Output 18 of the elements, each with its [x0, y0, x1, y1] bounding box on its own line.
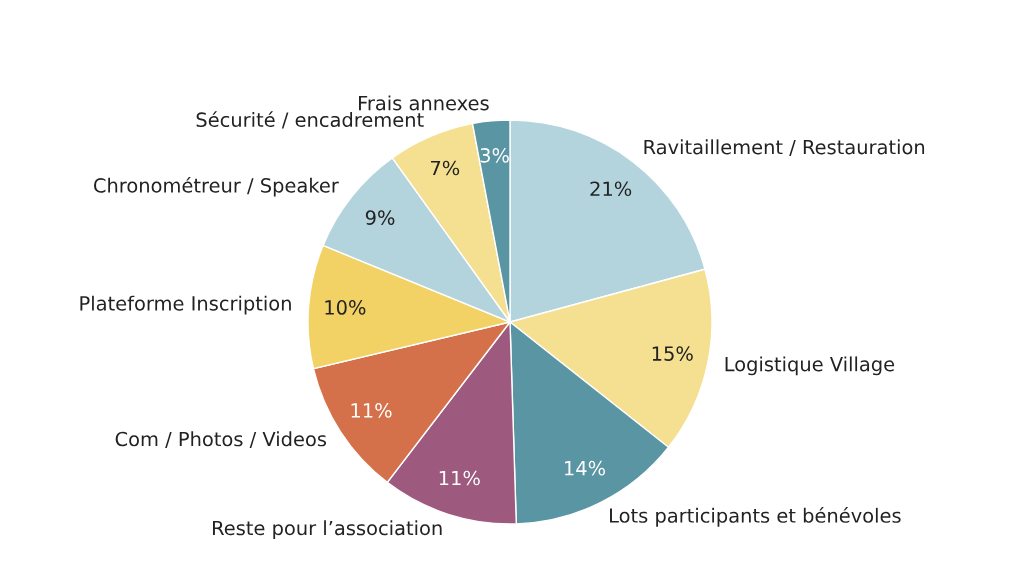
data-label: 3% [480, 148, 509, 163]
slice-label: Ravitaillement / Restauration [644, 139, 925, 156]
slice-label: Frais annexes [359, 95, 489, 111]
slice-label: Lots participants et bénévoles [610, 507, 901, 527]
data-label: 14% [565, 460, 606, 476]
slice-label: Chronométreur / Speaker [93, 176, 339, 197]
data-label: 21% [590, 181, 632, 197]
data-label: 7% [431, 160, 460, 176]
data-label: 15% [652, 346, 693, 361]
slice-label: Logistique Village [725, 356, 895, 376]
data-label: 9% [365, 210, 395, 225]
slice-label: Sécurité / encadrement [196, 111, 424, 129]
slice-label: Reste pour l’association [213, 520, 442, 540]
data-label: 11% [351, 403, 392, 418]
data-label: 10% [325, 300, 366, 315]
slice-label: Com / Photos / Videos [115, 431, 327, 448]
slice-label: Plateforme Inscription [80, 295, 291, 315]
data-label: 11% [439, 470, 480, 486]
